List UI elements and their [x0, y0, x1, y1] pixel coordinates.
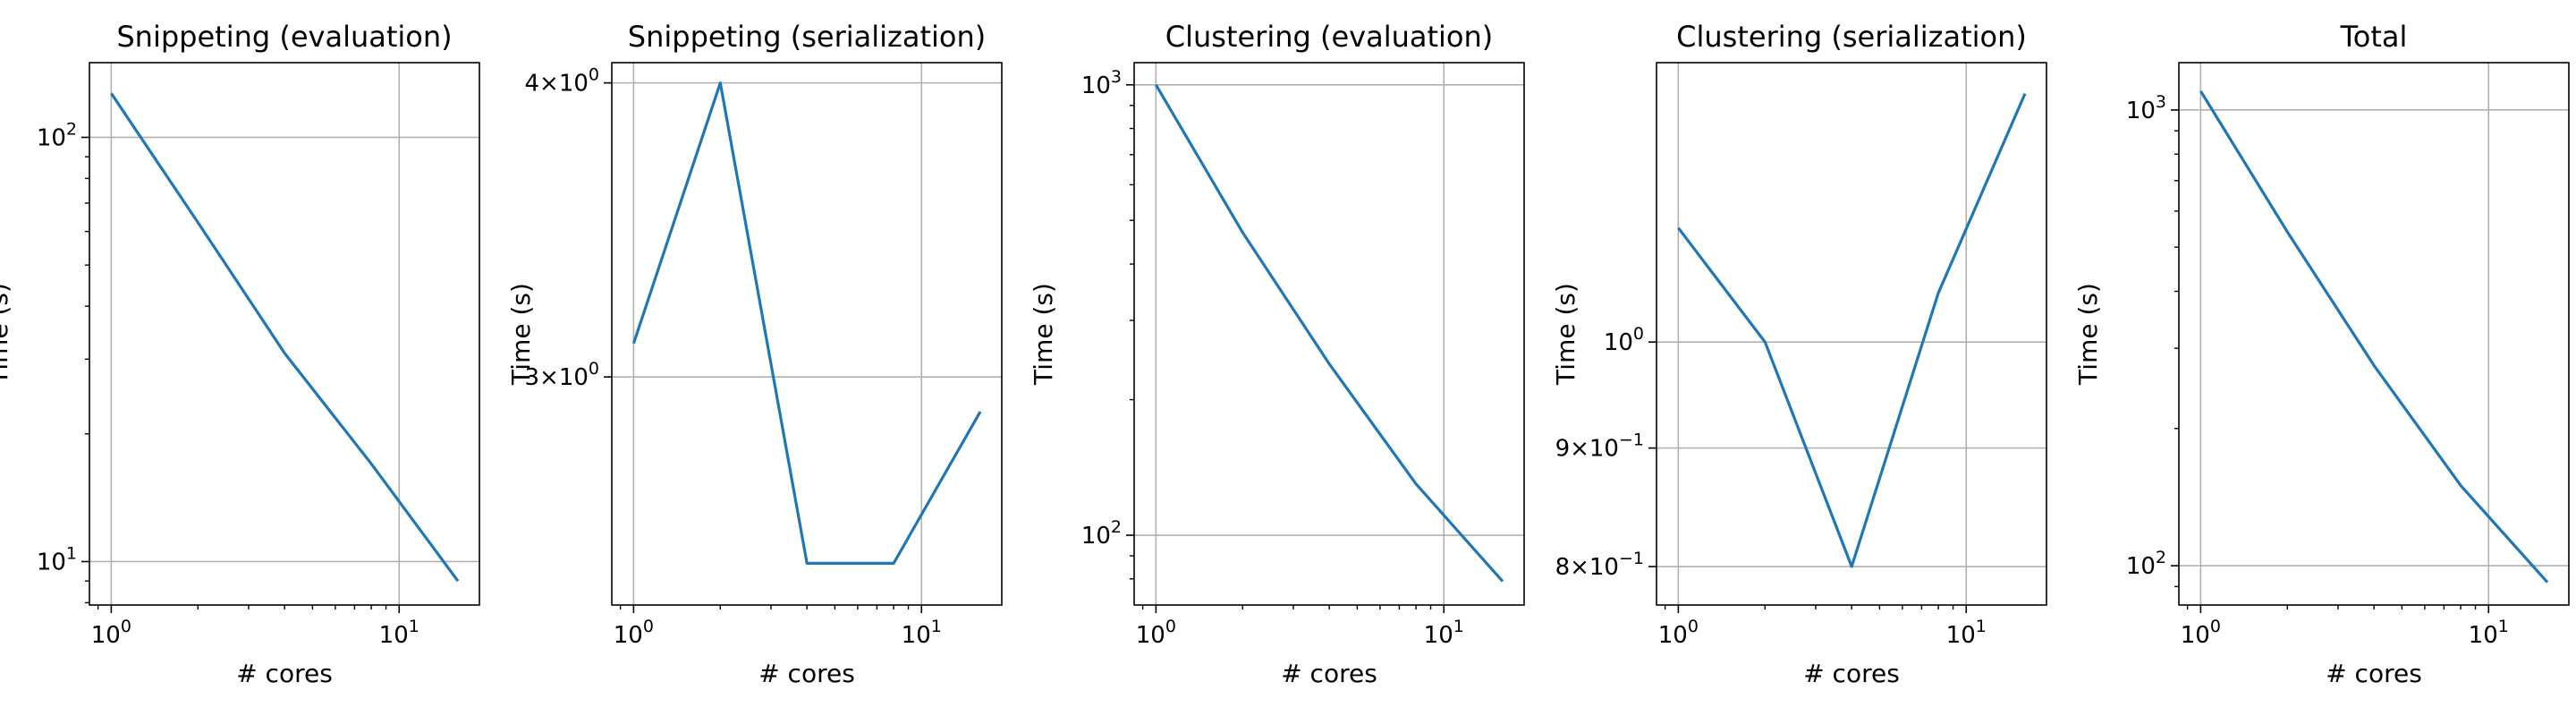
x-axis-label: # cores — [1803, 659, 1900, 688]
x-axis-label: # cores — [236, 659, 333, 688]
data-line — [110, 92, 460, 583]
subplot-3: 100 101 102 103 Clustering (evaluation) # cor… — [1029, 20, 1525, 688]
x-tick-label: 101 — [902, 617, 942, 649]
data-line — [631, 81, 982, 566]
data-line — [1677, 92, 2027, 568]
subplot-4: 100 101 8×10−1 9×10−1 100 Clustering (seriali… — [1551, 20, 2047, 688]
y-tick-label: 103 — [1081, 67, 1122, 99]
data-line — [1155, 83, 1504, 583]
subplot-title: Total — [2340, 20, 2408, 54]
x-tick-label: 100 — [2181, 617, 2221, 649]
y-axis-label: Time (s) — [2073, 283, 2103, 386]
x-axis-label: # cores — [758, 659, 855, 688]
subplot-2: 100 101 3×100 4×100 Snippeting (serializatio… — [506, 20, 1003, 688]
y-tick-label: 102 — [37, 119, 77, 151]
y-tick-label: 103 — [2126, 92, 2166, 124]
subplot-title: Clustering (serialization) — [1676, 20, 2027, 54]
x-axis-label: # cores — [1281, 659, 1377, 688]
x-tick-label: 101 — [379, 617, 419, 649]
axes-frame — [2178, 62, 2570, 606]
subplot-1: 100 101 101 102 Snippeting (evaluation) # cor… — [0, 20, 480, 688]
y-tick-label: 4×100 — [524, 65, 599, 98]
x-tick-label: 101 — [1424, 617, 1464, 649]
x-tick-label: 100 — [1136, 617, 1176, 649]
y-axis-label: Time (s) — [1551, 283, 1580, 386]
subplot-title: Snippeting (evaluation) — [116, 20, 452, 54]
subplot-title: Clustering (evaluation) — [1165, 20, 1494, 54]
y-axis-label: Time (s) — [0, 283, 13, 386]
axes-frame — [611, 62, 1003, 606]
y-tick-label: 100 — [1604, 324, 1644, 356]
y-axis-label: Time (s) — [1029, 283, 1058, 386]
y-tick-label: 101 — [37, 543, 77, 575]
y-tick-label: 3×100 — [524, 359, 599, 391]
y-tick-label: 9×10−1 — [1555, 430, 1644, 463]
subplot-5: 100 101 102 103 Total # cores Time (s) — [2073, 20, 2570, 688]
y-tick-label: 8×10−1 — [1555, 549, 1644, 581]
axes-frame — [1656, 62, 2047, 606]
x-tick-label: 100 — [91, 617, 131, 649]
axes-frame — [1133, 62, 1525, 606]
data-line — [2199, 90, 2549, 584]
y-axis-label: Time (s) — [506, 283, 536, 386]
x-axis-label: # cores — [2326, 659, 2422, 688]
y-tick-label: 102 — [1081, 517, 1122, 550]
x-tick-label: 100 — [1658, 617, 1699, 649]
y-tick-label: 102 — [2126, 548, 2166, 580]
x-tick-label: 100 — [614, 617, 654, 649]
x-tick-label: 101 — [1946, 617, 1987, 649]
x-tick-label: 101 — [2469, 617, 2509, 649]
axes-frame — [89, 62, 480, 606]
subplot-title: Snippeting (serialization) — [628, 20, 986, 54]
